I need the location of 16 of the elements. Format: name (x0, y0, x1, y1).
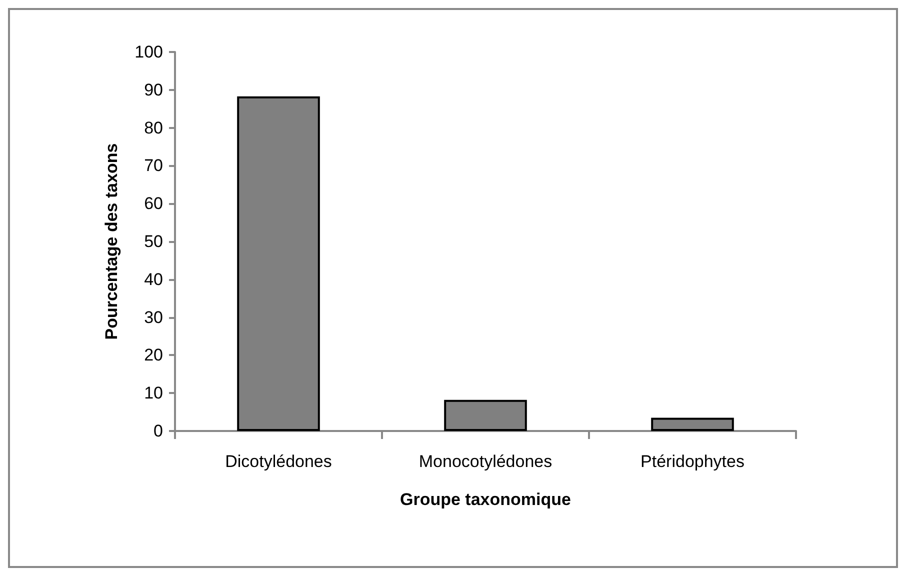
y-tick-label: 10 (144, 384, 163, 403)
y-tick-label: 30 (144, 308, 163, 327)
x-tick-label: Dicotylédones (225, 452, 332, 471)
y-tick-label: 0 (154, 422, 163, 440)
y-tick-label: 20 (144, 346, 163, 365)
y-tick-label: 80 (144, 118, 163, 138)
y-tick-label: 60 (144, 194, 163, 214)
y-tick-label: 50 (144, 232, 163, 251)
y-tick-label: 90 (144, 80, 163, 100)
y-tick-label: 40 (144, 270, 163, 289)
x-tick-label: Monocotylédones (418, 452, 552, 471)
x-axis-title: Groupe taxonomique (400, 490, 571, 509)
y-tick-label: 100 (134, 42, 163, 62)
y-axis-title: Pourcentage des taxons (102, 143, 121, 340)
y-tick-label: 70 (144, 156, 163, 176)
x-tick-label: Ptéridophytes (640, 452, 744, 471)
